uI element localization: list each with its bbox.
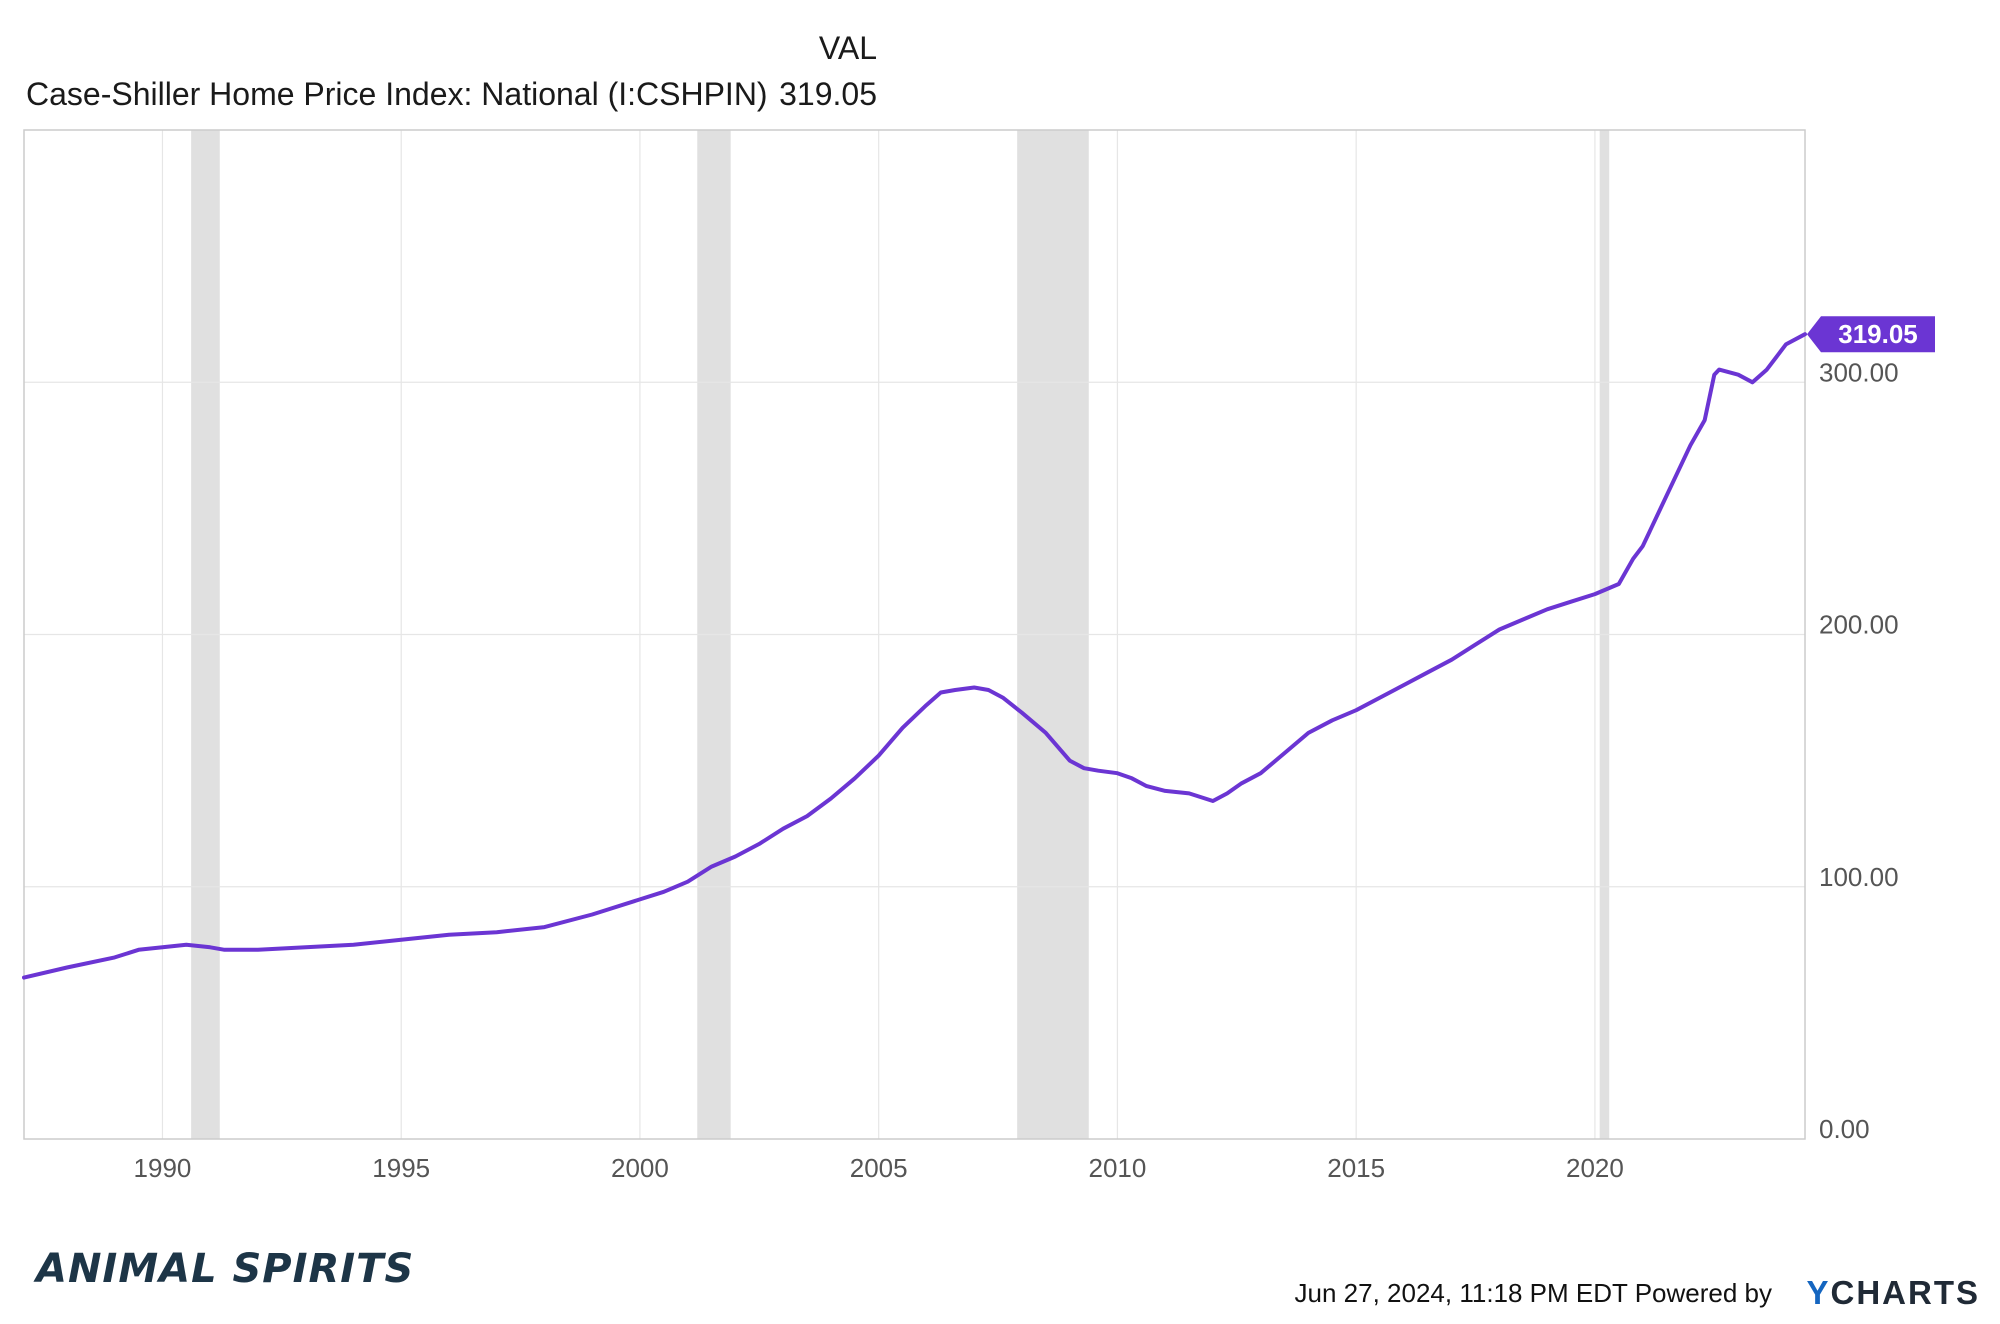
x-tick-label: 2000 [611,1153,669,1183]
series-line [22,332,1807,980]
last-value-tag-label: 319.05 [1838,319,1918,349]
last-value-tag-shape [1807,316,1935,353]
x-tick-label: 2015 [1327,1153,1385,1183]
x-tick-label: 1995 [372,1153,430,1183]
footer-timestamp: Jun 27, 2024, 11:18 PM EDT Powered by [1295,1278,1772,1309]
plot-frame [23,129,1806,1140]
legend-series-value: 319.05 [779,76,877,112]
y-axis-ticks: 0.00 100.00 200.00 300.00 [1819,357,1899,1144]
last-value-tag: 319.05 [1807,316,1935,353]
y-tick-label: 0.00 [1819,1114,1870,1144]
powered-by-text: Powered by [1634,1278,1772,1308]
ycharts-logo-text: CHARTS [1830,1274,1980,1311]
x-tick-label: 1990 [134,1153,192,1183]
gridlines [24,130,1805,1139]
x-tick-label: 2020 [1566,1153,1624,1183]
x-axis-ticks: 1990 1995 2000 2005 2010 2015 2020 [134,1153,1624,1183]
chart-legend: VAL Case-Shiller Home Price Index: Natio… [0,0,900,120]
ycharts-logo[interactable]: YCHARTS [1806,1274,1980,1312]
animal-spirits-logo: ANIMAL SPIRITS [36,1246,415,1292]
legend-column-header: VAL [818,30,877,66]
legend-series-name: Case-Shiller Home Price Index: National … [26,76,768,112]
x-tick-label: 2005 [850,1153,908,1183]
timestamp-text: Jun 27, 2024, 11:18 PM EDT [1294,1278,1628,1308]
x-tick-label: 2010 [1089,1153,1147,1183]
y-tick-label: 300.00 [1819,357,1899,387]
y-tick-label: 200.00 [1819,610,1899,640]
y-tick-label: 100.00 [1819,862,1899,892]
ycharts-logo-y: Y [1806,1274,1831,1311]
